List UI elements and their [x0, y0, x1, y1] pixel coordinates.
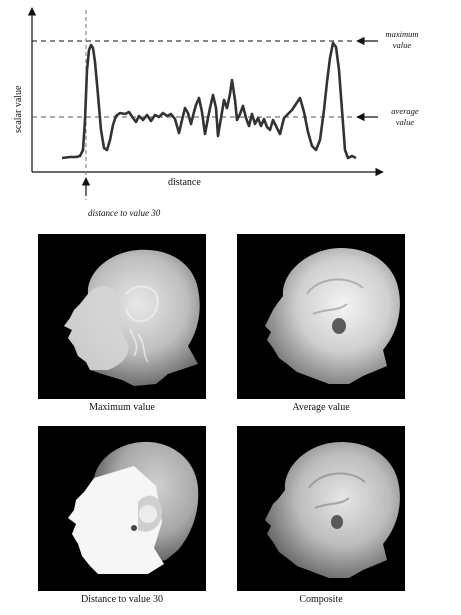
- average-label-line2: value: [396, 117, 415, 127]
- distance-to-value-30-caption: Distance to value 30: [81, 594, 163, 605]
- average-value-caption: Average value: [292, 402, 350, 413]
- maximum-value-caption: Maximum value: [89, 402, 155, 413]
- maximum-label-line2: value: [393, 40, 412, 50]
- y-axis-label: scalar value: [13, 85, 24, 133]
- scalar-profile-curve: [61, 41, 357, 160]
- threshold-label: distance to value 30: [88, 208, 161, 218]
- average-value-image: [237, 234, 405, 399]
- composite-image: [237, 426, 405, 591]
- maximum-value-image: [38, 234, 206, 399]
- distance-to-value-30-image: [38, 426, 206, 591]
- average-label-line1: average: [391, 106, 419, 116]
- maximum-label-line1: maximum: [385, 29, 418, 39]
- composite-caption: Composite: [299, 594, 343, 605]
- scalar-profile-diagram: scalar value distance maximum value aver…: [13, 7, 419, 218]
- x-axis-label: distance: [168, 177, 201, 188]
